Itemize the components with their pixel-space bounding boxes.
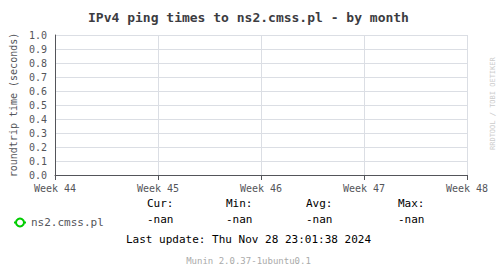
svg-text:Week 45: Week 45 [137,183,179,194]
svg-text:-nan: -nan [306,213,333,226]
svg-text:-nan: -nan [398,213,425,226]
svg-text:Min:: Min: [226,197,253,210]
svg-text:0.9: 0.9 [29,44,47,55]
svg-text:RRDTOOL / TOBI OETIKER: RRDTOOL / TOBI OETIKER [489,56,497,150]
svg-text:IPv4 ping times to ns2.cmss.pl: IPv4 ping times to ns2.cmss.pl - by mont… [88,10,409,25]
svg-text:Munin 2.0.37-1ubuntu0.1: Munin 2.0.37-1ubuntu0.1 [186,256,311,266]
svg-text:Avg:: Avg: [306,197,333,210]
svg-text:Week 46: Week 46 [240,183,282,194]
svg-text:0.6: 0.6 [29,86,47,97]
svg-text:0.5: 0.5 [29,100,47,111]
svg-text:Cur:: Cur: [147,197,174,210]
svg-text:0.7: 0.7 [29,72,47,83]
svg-text:ns2.cmss.pl: ns2.cmss.pl [31,216,104,229]
svg-text:Week 48: Week 48 [446,183,488,194]
svg-text:-nan: -nan [147,213,174,226]
svg-text:-nan: -nan [226,213,253,226]
svg-text:Week 44: Week 44 [34,183,76,194]
svg-text:0.0: 0.0 [29,170,47,181]
svg-text:Max:: Max: [398,197,425,210]
svg-text:0.2: 0.2 [29,142,47,153]
svg-text:0.4: 0.4 [29,114,47,125]
svg-text:Last update: Thu Nov 28 23:01:: Last update: Thu Nov 28 23:01:38 2024 [126,233,371,246]
svg-text:0.1: 0.1 [29,156,47,167]
svg-text:1.0: 1.0 [29,30,47,41]
svg-text:Week 47: Week 47 [343,183,385,194]
svg-text:0.8: 0.8 [29,58,47,69]
svg-text:0.3: 0.3 [29,128,47,139]
svg-text:roundtrip time (seconds): roundtrip time (seconds) [8,33,19,178]
